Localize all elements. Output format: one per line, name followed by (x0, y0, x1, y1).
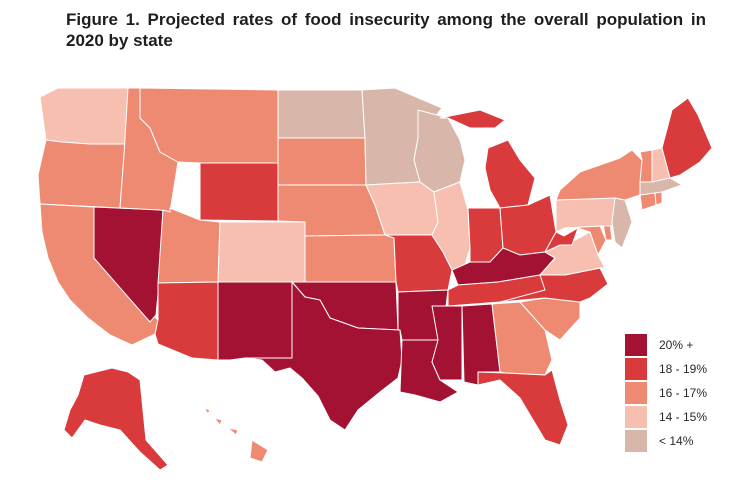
state-montana (139, 87, 279, 164)
state-washington (39, 87, 129, 145)
state-kansas (304, 234, 397, 283)
state-colorado (217, 221, 306, 283)
legend: 20% + 18 - 19% 16 - 17% 14 - 15% < 14% (625, 334, 725, 454)
legend-item: 14 - 15% (625, 406, 725, 430)
state-mississippi (431, 305, 463, 381)
state-texas (244, 281, 403, 431)
state-new-jersey (611, 197, 633, 249)
state-south-dakota (277, 137, 367, 186)
legend-swatch (625, 358, 647, 380)
legend-swatch (625, 406, 647, 428)
state-new-mexico (217, 281, 293, 361)
legend-swatch (625, 382, 647, 404)
figure-title: Figure 1. Projected rates of food insecu… (66, 10, 706, 50)
legend-label: 16 - 17% (659, 386, 708, 400)
legend-item: < 14% (625, 430, 725, 454)
state-layer (37, 87, 713, 471)
legend-item: 18 - 19% (625, 358, 725, 382)
legend-swatch (625, 430, 647, 452)
state-vermont (639, 149, 653, 183)
state-north-dakota (277, 89, 366, 139)
legend-label: 18 - 19% (659, 362, 708, 376)
state-alaska (63, 367, 169, 471)
state-maine (661, 97, 713, 179)
state-rhode-island (654, 191, 663, 206)
state-wyoming (199, 162, 279, 222)
state-new-york (555, 149, 643, 201)
state-oregon (37, 139, 129, 209)
legend-label: 14 - 15% (659, 410, 708, 424)
state-hawaii (203, 407, 269, 463)
legend-item: 16 - 17% (625, 382, 725, 406)
legend-label: 20% + (659, 338, 694, 352)
state-arizona (154, 281, 219, 361)
legend-item: 20% + (625, 334, 725, 358)
legend-label: < 14% (659, 434, 694, 448)
state-florida (477, 369, 569, 446)
legend-swatch (625, 334, 647, 356)
